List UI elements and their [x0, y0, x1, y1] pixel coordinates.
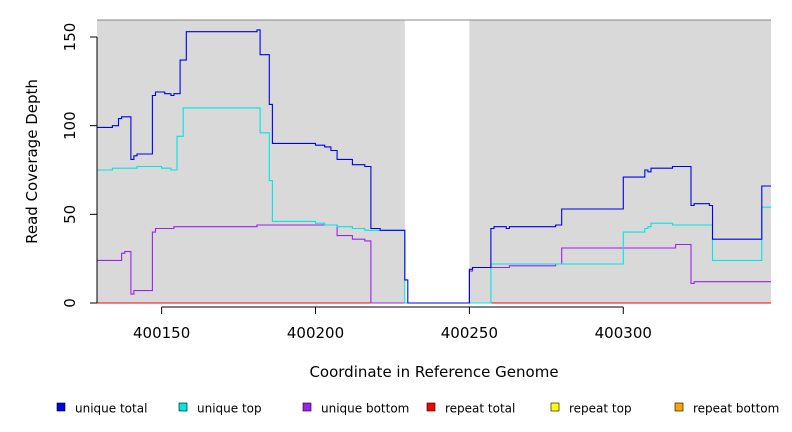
y-axis: 0 50 100 150 [61, 23, 98, 308]
legend-label: repeat total [445, 402, 515, 416]
legend-swatch [302, 402, 312, 412]
legend-item-repeat-total: repeat total [426, 402, 515, 416]
legend-item-unique-total: unique total [56, 402, 147, 416]
legend-label: unique top [197, 402, 262, 416]
plot-background-right [469, 20, 771, 303]
legend-swatch [550, 402, 560, 412]
series-unique-bottom [97, 224, 771, 304]
x-tick-label: 400300 [595, 324, 652, 342]
series-layer [97, 29, 771, 304]
legend-swatch [426, 402, 436, 412]
plot-background-left [97, 20, 405, 303]
x-tick-label: 400200 [287, 324, 344, 342]
legend-label: unique bottom [321, 402, 409, 416]
legend-item-unique-bottom: unique bottom [302, 402, 409, 416]
series-unique-total [97, 29, 771, 304]
legend-item-unique-top: unique top [178, 402, 262, 416]
y-axis-title: Read Coverage Depth [23, 79, 41, 244]
y-tick-label: 0 [61, 298, 79, 308]
x-axis: 400150 400200 400250 400300 [133, 306, 652, 342]
legend-swatch [674, 402, 684, 412]
legend-swatch [178, 402, 188, 412]
legend-item-repeat-bottom: repeat bottom [674, 402, 779, 416]
legend-label: repeat bottom [693, 402, 779, 416]
y-tick-label: 50 [61, 205, 79, 224]
legend-item-repeat-top: repeat top [550, 402, 632, 416]
y-tick-label: 100 [61, 111, 79, 140]
legend-label: unique total [75, 402, 147, 416]
legend-label: repeat top [569, 402, 632, 416]
x-tick-label: 400150 [133, 324, 190, 342]
legend-swatch [56, 402, 66, 412]
legend: unique total unique top unique bottom repea… [56, 402, 779, 416]
y-tick-label: 150 [61, 23, 79, 52]
series-unique-top [97, 107, 771, 304]
x-axis-title: Coordinate in Reference Genome [309, 363, 558, 381]
plot-background-layer [97, 19, 771, 303]
x-tick-label: 400250 [441, 324, 498, 342]
